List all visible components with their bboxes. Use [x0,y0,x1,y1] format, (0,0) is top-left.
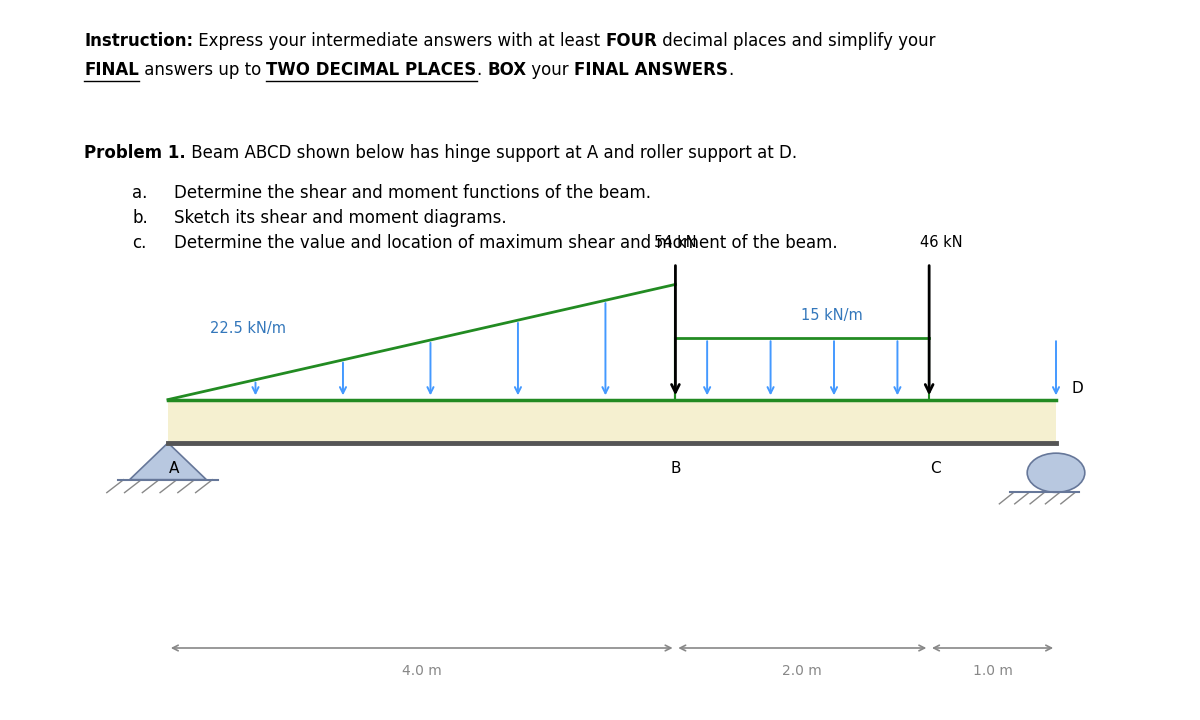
Text: 1.0 m: 1.0 m [973,664,1013,678]
Text: TWO DECIMAL PLACES: TWO DECIMAL PLACES [266,61,476,79]
Text: FINAL ANSWERS: FINAL ANSWERS [574,61,728,79]
Text: Sketch its shear and moment diagrams.: Sketch its shear and moment diagrams. [174,209,506,227]
Text: 22.5 kN/m: 22.5 kN/m [210,320,286,336]
Bar [168,400,1056,443]
Text: .: . [728,61,733,79]
Text: B: B [670,461,680,476]
Text: Determine the shear and moment functions of the beam.: Determine the shear and moment functions… [174,184,650,202]
Ellipse shape [1027,453,1085,492]
Text: Instruction:: Instruction: [84,32,193,50]
Text: 54 kN: 54 kN [654,235,697,250]
Text: FINAL: FINAL [84,61,139,79]
Text: A: A [169,461,179,476]
Text: C: C [930,461,941,476]
Text: Determine the value and location of maximum shear and moment of the beam.: Determine the value and location of maxi… [174,234,838,252]
Text: 4.0 m: 4.0 m [402,664,442,678]
Text: D: D [1072,381,1084,396]
Text: your: your [527,61,574,79]
Text: 15 kN/m: 15 kN/m [802,307,863,323]
Polygon shape [130,443,206,480]
Text: 46 kN: 46 kN [920,235,962,250]
Text: a.: a. [132,184,148,202]
Text: Express your intermediate answers with at least: Express your intermediate answers with a… [193,32,606,50]
Text: Problem 1.: Problem 1. [84,144,186,162]
Text: BOX: BOX [487,61,527,79]
Text: FOUR: FOUR [606,32,658,50]
Text: 2.0 m: 2.0 m [782,664,822,678]
Text: b.: b. [132,209,148,227]
Text: Beam ABCD shown below has hinge support at A and roller support at D.: Beam ABCD shown below has hinge support … [186,144,797,162]
Text: c.: c. [132,234,146,252]
Text: .: . [476,61,487,79]
Text: answers up to: answers up to [139,61,266,79]
Text: decimal places and simplify your: decimal places and simplify your [658,32,936,50]
